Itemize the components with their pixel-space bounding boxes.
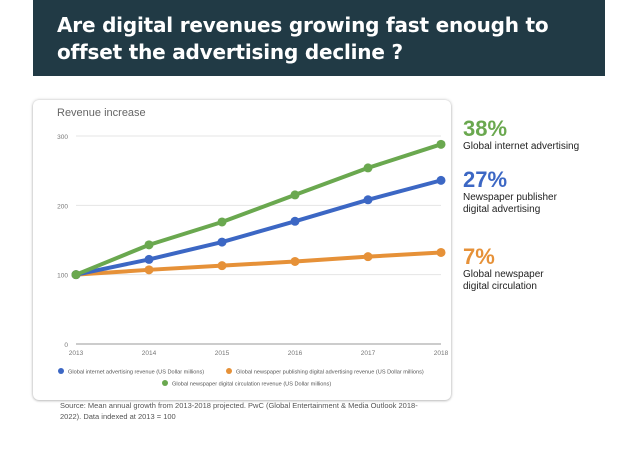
data-point (290, 256, 300, 266)
x-tick-label: 2013 (69, 350, 84, 357)
x-tick-label: 2017 (361, 350, 376, 357)
data-point (71, 270, 81, 280)
stat-label: Newspaper publisher (463, 192, 557, 203)
page-title-line-2: offset the advertising decline ? (57, 40, 403, 64)
data-point (217, 237, 227, 247)
stat-percent: 7% (463, 244, 495, 269)
stat-label: Global internet advertising (463, 141, 580, 152)
data-point (144, 265, 154, 275)
stat-label: Global newspaper (463, 269, 544, 280)
x-tick-label: 2014 (142, 350, 157, 357)
x-tick-label: 2018 (434, 350, 449, 357)
data-point (436, 175, 446, 185)
y-tick-label: 300 (57, 134, 68, 141)
y-tick-label: 100 (57, 273, 68, 280)
source-note: Source: Mean annual growth from 2013-201… (60, 400, 450, 422)
stat-internet-advertising: 38% Global internet advertising (463, 117, 579, 153)
source-line-2: 2022). Data indexed at 2013 = 100 (60, 412, 176, 421)
legend-label: Global newspaper publishing digital adve… (236, 370, 424, 376)
y-tick-label: 200 (57, 203, 68, 210)
y-tick-label: 0 (64, 342, 68, 349)
series-line (74, 142, 443, 277)
page-title-line-1: Are digital revenues growing fast enough… (57, 13, 549, 37)
legend-marker (162, 380, 168, 386)
x-tick-label: 2016 (288, 350, 303, 357)
stat-percent: 38% (463, 116, 508, 141)
series-line (74, 250, 443, 277)
stat-label: digital advertising (463, 204, 541, 215)
data-point (144, 240, 154, 250)
stat-publisher-digital-advertising: 27% Newspaper publisher digital advertis… (463, 168, 557, 216)
x-tick-label: 2015 (215, 350, 230, 357)
data-point (290, 190, 300, 200)
data-point (217, 261, 227, 271)
legend-label: Global internet advertising revenue (US … (68, 370, 204, 376)
data-point (363, 163, 373, 173)
chart-title: Revenue increase (57, 107, 146, 119)
source-line-1: Source: Mean annual growth from 2013-201… (60, 401, 418, 410)
stat-percent: 27% (463, 167, 508, 192)
stat-digital-circulation: 7% Global newspaper digital circulation (463, 245, 544, 293)
data-point (217, 217, 227, 227)
legend-label: Global newspaper digital circulation rev… (172, 382, 331, 388)
data-point (363, 252, 373, 262)
data-point (436, 247, 446, 257)
line-chart: 0 100 200 300 2013 2014 2015 2016 2017 2018 Global… (57, 134, 449, 388)
stat-label: digital circulation (463, 281, 537, 292)
title-banner: Are digital revenues growing fast enough… (33, 0, 605, 76)
legend-marker (226, 368, 232, 374)
data-point (363, 195, 373, 205)
data-point (144, 254, 154, 264)
chart-card: Revenue increase 0 100 200 300 2013 2014 2015 2… (33, 100, 451, 400)
series-line (74, 178, 443, 277)
data-point (436, 139, 446, 149)
legend-marker (58, 368, 64, 374)
data-point (290, 216, 300, 226)
